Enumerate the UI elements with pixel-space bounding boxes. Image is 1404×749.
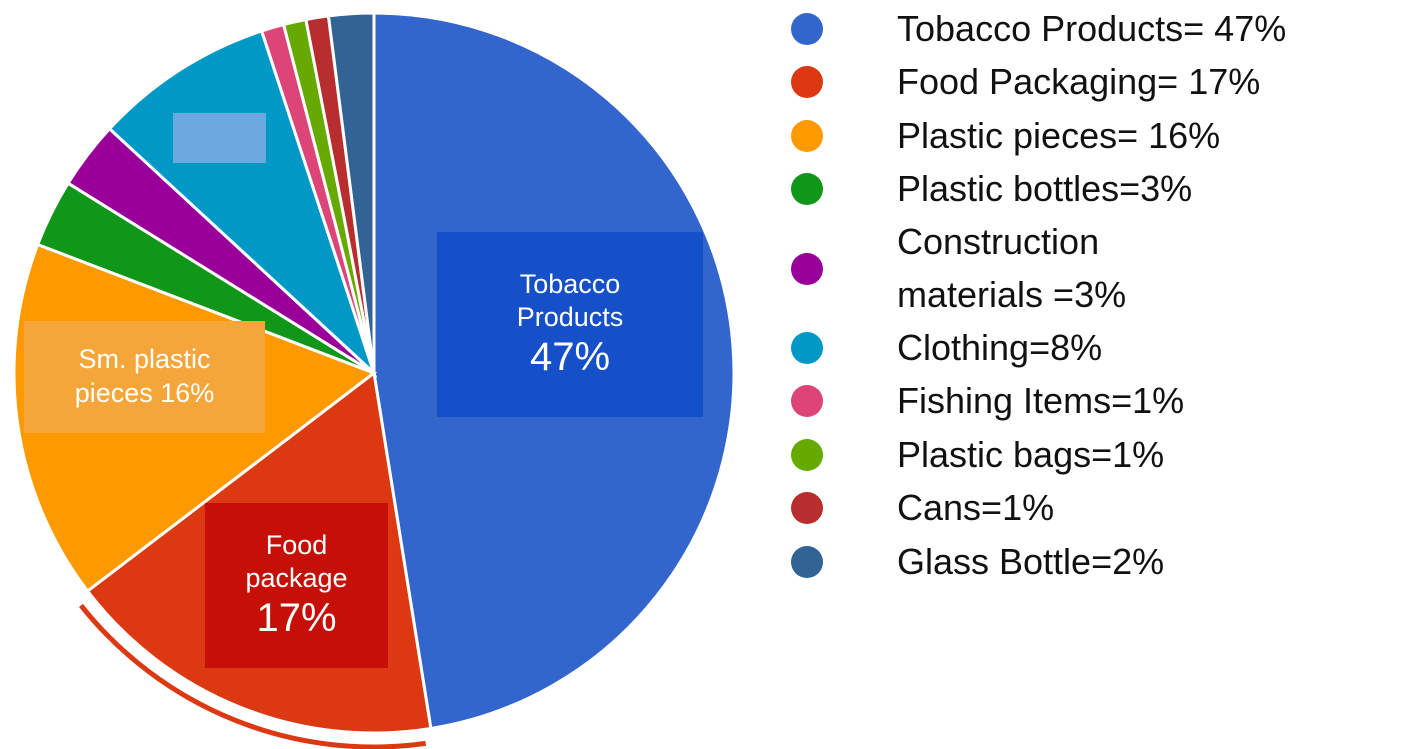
legend-text: Plastic pieces= 16% (897, 114, 1221, 156)
legend-text: Cans=1% (897, 487, 1055, 529)
legend-dot (791, 438, 823, 471)
legend-item: Fishing Items=1% (790, 375, 1404, 429)
legend-text: Fishing Items=1% (897, 380, 1185, 422)
legend-item: Glass Bottle=2% (790, 535, 1404, 589)
slice-label-food-line2: package (245, 562, 348, 593)
legend-item: Plastic pieces= 16% (790, 109, 1404, 163)
legend-text: Clothing=8% (897, 326, 1103, 368)
legend-item: Clothing=8% (790, 321, 1404, 375)
legend-dot (791, 545, 823, 578)
legend-dot (791, 119, 823, 152)
legend-dot (791, 385, 823, 418)
legend-text: Plastic bottles=3% (897, 168, 1193, 210)
legend-dot (791, 492, 823, 525)
clothing-label-box (173, 113, 266, 163)
slice-label-plastic: Sm. plastic pieces 16% (24, 321, 265, 433)
food-packaging-highlight-arc (79, 603, 427, 749)
legend-dot (791, 331, 823, 364)
legend-item: Construction materials =3% (790, 216, 1404, 321)
slice-label-plastic-line2: pieces 16% (74, 378, 215, 408)
slice-label-plastic-line1: Sm. plastic (78, 344, 211, 375)
pie-slice-glass-bottle (326, 11, 376, 374)
legend-text: Plastic bags=1% (897, 433, 1165, 475)
legend-dot (791, 173, 823, 206)
slice-label-tobacco-pct: 47% (529, 334, 611, 379)
legend-dot (791, 66, 823, 99)
slice-label-tobacco-line1: Tobacco (519, 269, 621, 300)
slice-label-food: Food package 17% (205, 503, 388, 668)
legend-text: Tobacco Products= 47% (897, 7, 1287, 49)
slice-label-tobacco-line2: Products (516, 301, 624, 332)
legend-dot (791, 252, 823, 285)
legend-item: Plastic bottles=3% (790, 163, 1404, 217)
legend-text: Food Packaging= 17% (897, 61, 1261, 103)
legend-item: Tobacco Products= 47% (790, 2, 1404, 56)
slice-label-tobacco: Tobacco Products 47% (437, 232, 703, 417)
legend-item: Food Packaging= 17% (790, 56, 1404, 110)
legend-text: Construction materials =3% (897, 221, 1127, 315)
legend: Tobacco Products= 47% Food Packaging= 17… (790, 2, 1404, 589)
legend-dot (791, 12, 823, 45)
legend-item: Cans=1% (790, 482, 1404, 536)
legend-text: Glass Bottle=2% (897, 540, 1165, 582)
slice-label-food-pct: 17% (256, 595, 337, 640)
slice-label-food-line1: Food (265, 530, 328, 561)
legend-item: Plastic bags=1% (790, 428, 1404, 482)
